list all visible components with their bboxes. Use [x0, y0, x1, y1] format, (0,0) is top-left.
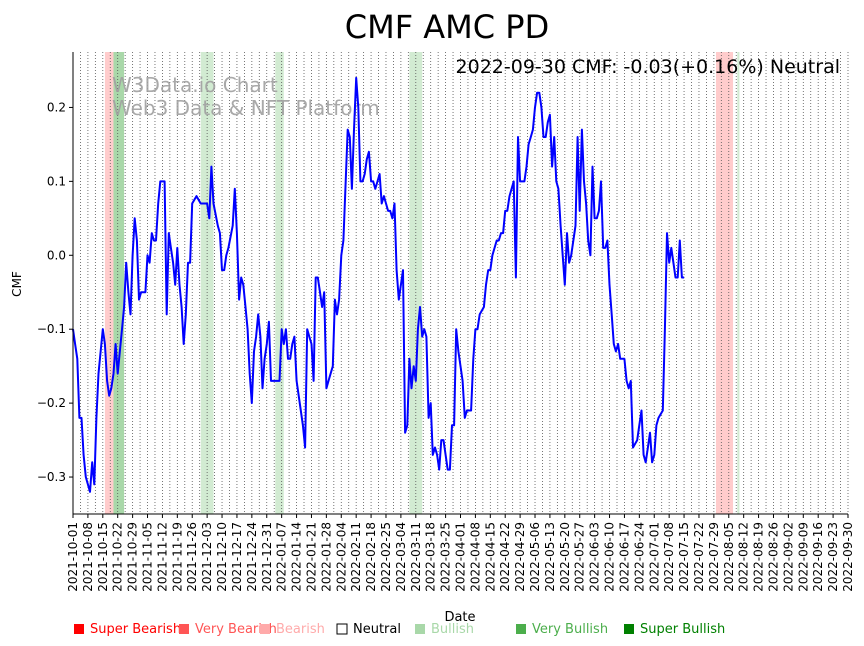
signal-band-1 [113, 52, 125, 514]
legend-label: Super Bearish [90, 622, 181, 637]
legend-swatch [260, 624, 270, 634]
x-tick-label: 2021-11-26 [185, 522, 199, 592]
x-tick-label: 2022-05-13 [543, 522, 557, 592]
legend-entry: Very Bearish [179, 622, 277, 637]
x-tick-label: 2022-06-10 [603, 522, 617, 592]
legend: Super Bearish Very Bearish Bearish Neutral B… [74, 622, 725, 637]
x-tick-label: 2022-03-11 [409, 522, 423, 592]
x-tick-label: 2022-09-09 [796, 522, 810, 592]
x-tick-label: 2021-12-31 [260, 522, 274, 592]
x-tick-label: 2022-09-16 [811, 522, 825, 592]
x-tick-label: 2022-06-24 [632, 522, 646, 592]
x-tick-label: 2021-12-24 [245, 522, 259, 592]
signal-band-0 [104, 52, 114, 514]
legend-label: Super Bullish [640, 622, 725, 637]
x-tick-label: 2022-01-07 [275, 522, 289, 592]
x-tick-label: 2022-08-26 [766, 522, 780, 592]
x-tick-label: 2022-04-29 [513, 522, 527, 592]
signal-band-3 [275, 52, 284, 514]
x-tick-label: 2022-02-11 [349, 522, 363, 592]
legend-swatch [624, 624, 634, 634]
x-tick-label: 2022-07-01 [647, 522, 661, 592]
chart-title: CMF AMC PD [345, 8, 549, 46]
x-tick-label: 2021-10-15 [96, 522, 110, 592]
y-ticks: −0.3 −0.2 −0.1 0.0 0.1 0.2 [37, 100, 73, 484]
y-tick-label: 0.0 [47, 248, 66, 262]
y-tick-label: −0.1 [37, 322, 66, 336]
legend-swatch [415, 624, 425, 634]
x-tick-label: 2022-01-21 [304, 522, 318, 592]
x-ticks: 2021-10-01 2021-10-08 2021-10-15 2021-10-22… [66, 514, 855, 592]
legend-entry: Very Bullish [516, 622, 608, 637]
x-tick-label: 2022-04-01 [454, 522, 468, 592]
x-tick-label: 2021-11-12 [155, 522, 169, 592]
x-tick-label: 2022-08-05 [722, 522, 736, 592]
x-tick-label: 2022-07-15 [677, 522, 691, 592]
x-axis-label: Date [444, 610, 475, 625]
x-tick-label: 2022-08-19 [752, 522, 766, 592]
signal-bands [104, 52, 740, 514]
x-tick-label: 2022-07-29 [707, 522, 721, 592]
x-tick-label: 2021-10-08 [81, 522, 95, 592]
x-tick-label: 2021-12-03 [200, 522, 214, 592]
vertical-grid [72, 52, 849, 514]
cmf-line [72, 76, 685, 493]
x-tick-label: 2022-04-22 [498, 522, 512, 592]
x-tick-label: 2022-03-25 [439, 522, 453, 592]
x-tick-label: 2022-09-30 [841, 522, 855, 592]
y-axis-label: CMF [10, 271, 24, 297]
legend-swatch [516, 624, 526, 634]
x-tick-label: 2021-12-17 [230, 522, 244, 592]
x-tick-label: 2021-10-01 [66, 522, 80, 592]
legend-label: Bullish [431, 622, 474, 637]
legend-entry: Super Bullish [624, 622, 725, 637]
legend-entry: Super Bearish [74, 622, 181, 637]
x-tick-label: 2022-02-04 [334, 522, 348, 592]
legend-label: Bearish [276, 622, 325, 637]
y-tick-label: 0.2 [47, 100, 66, 114]
legend-swatch [179, 624, 189, 634]
x-tick-label: 2022-02-18 [364, 522, 378, 592]
signal-band-6 [737, 52, 740, 514]
x-tick-label: 2022-01-28 [319, 522, 333, 592]
x-tick-label: 2022-05-06 [528, 522, 542, 592]
x-tick-label: 2022-01-14 [290, 522, 304, 592]
x-tick-label: 2022-09-23 [826, 522, 840, 592]
y-tick-label: −0.2 [37, 396, 66, 410]
x-tick-label: 2022-02-25 [379, 522, 393, 592]
legend-label: Very Bullish [532, 622, 608, 637]
x-tick-label: 2022-09-02 [781, 522, 795, 592]
x-tick-label: 2022-08-12 [737, 522, 751, 592]
x-tick-label: 2021-10-29 [126, 522, 140, 592]
y-tick-label: −0.3 [37, 470, 66, 484]
x-tick-label: 2022-05-27 [573, 522, 587, 592]
x-tick-label: 2022-06-17 [617, 522, 631, 592]
x-tick-label: 2021-12-10 [215, 522, 229, 592]
x-tick-label: 2022-06-03 [588, 522, 602, 592]
x-tick-label: 2022-07-22 [692, 522, 706, 592]
legend-swatch [74, 624, 84, 634]
watermark-line-2: Web3 Data & NFT Platform [112, 96, 380, 120]
watermark-line-1: W3Data.io Chart [112, 73, 278, 97]
x-tick-label: 2022-03-18 [424, 522, 438, 592]
x-tick-label: 2022-04-08 [468, 522, 482, 592]
legend-entry: Neutral [336, 622, 401, 637]
signal-band-5 [715, 52, 734, 514]
x-tick-label: 2021-10-22 [111, 522, 125, 592]
x-tick-label: 2022-05-20 [558, 522, 572, 592]
legend-label: Very Bearish [195, 622, 277, 637]
x-tick-label: 2022-07-08 [662, 522, 676, 592]
x-tick-label: 2021-11-19 [170, 522, 184, 592]
x-tick-label: 2021-11-05 [141, 522, 155, 592]
legend-swatch [336, 623, 348, 635]
x-tick-label: 2022-04-15 [483, 522, 497, 592]
legend-entry: Bearish [260, 622, 325, 637]
legend-entry: Bullish [415, 622, 474, 637]
legend-label: Neutral [353, 622, 401, 637]
y-tick-label: 0.1 [47, 174, 66, 188]
latest-annotation: 2022-09-30 CMF: -0.03(+0.16%) Neutral [456, 56, 840, 78]
x-tick-label: 2022-03-04 [394, 522, 408, 592]
